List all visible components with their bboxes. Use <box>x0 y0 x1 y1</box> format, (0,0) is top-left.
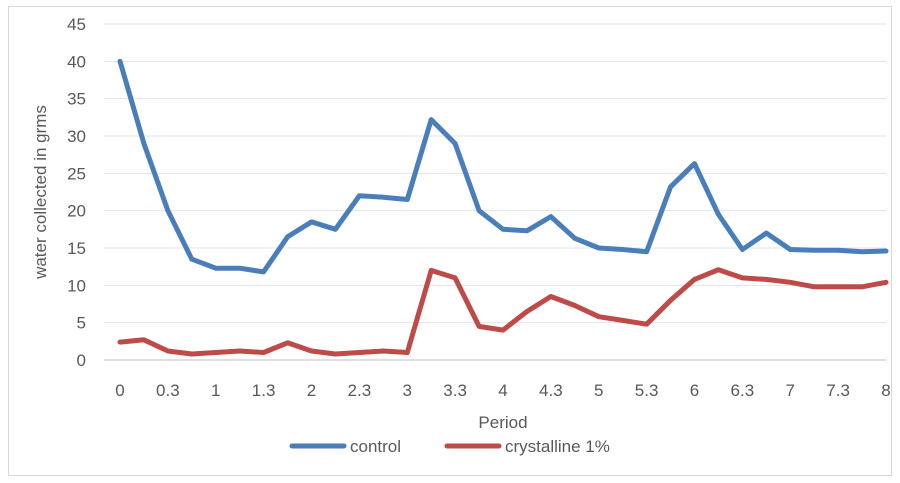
x-tick-label: 7.3 <box>826 381 850 400</box>
x-tick-label: 7 <box>786 381 795 400</box>
y-tick-labels: 0 5 10 15 20 25 30 35 40 45 <box>67 15 86 370</box>
y-tick-label: 25 <box>67 164 86 183</box>
x-tick-label: 8 <box>881 381 890 400</box>
legend: control crystalline 1% <box>289 437 610 456</box>
x-tick-label: 0 <box>115 381 124 400</box>
x-tick-label: 0.3 <box>156 381 180 400</box>
x-tick-label: 3.3 <box>443 381 467 400</box>
series-lines <box>117 58 889 357</box>
series-line-1 <box>117 267 889 357</box>
x-tick-labels: 0 0.3 1 1.3 2 2.3 3 3.3 4 4.3 5 5.3 6 6.3 7 7.3 8 <box>115 381 890 400</box>
y-tick-label: 40 <box>67 52 86 71</box>
y-tick-label: 5 <box>77 314 86 333</box>
y-tick-label: 0 <box>77 351 86 370</box>
x-tick-label: 2 <box>307 381 316 400</box>
x-tick-label: 5 <box>594 381 603 400</box>
x-tick-label: 5.3 <box>635 381 659 400</box>
x-tick-label: 4 <box>498 381 507 400</box>
x-tick-label: 1 <box>211 381 220 400</box>
y-tick-label: 30 <box>67 127 86 146</box>
series-line-0 <box>117 58 889 275</box>
gridlines <box>104 23 886 361</box>
y-tick-label: 15 <box>67 239 86 258</box>
y-tick-label: 10 <box>67 276 86 295</box>
legend-label-0: control <box>350 437 401 456</box>
x-axis-title: Period <box>478 413 527 432</box>
x-tick-label: 1.3 <box>252 381 276 400</box>
x-tick-label: 2.3 <box>348 381 372 400</box>
y-axis-title: water collected in grms <box>31 105 50 280</box>
x-tick-label: 3 <box>403 381 412 400</box>
y-tick-label: 20 <box>67 202 86 221</box>
y-tick-label: 35 <box>67 90 86 109</box>
legend-label-1: crystalline 1% <box>505 437 610 456</box>
x-tick-label: 6 <box>690 381 699 400</box>
chart-frame <box>8 6 892 476</box>
x-tick-label: 4.3 <box>539 381 563 400</box>
y-tick-label: 45 <box>67 15 86 34</box>
x-tick-label: 6.3 <box>731 381 755 400</box>
